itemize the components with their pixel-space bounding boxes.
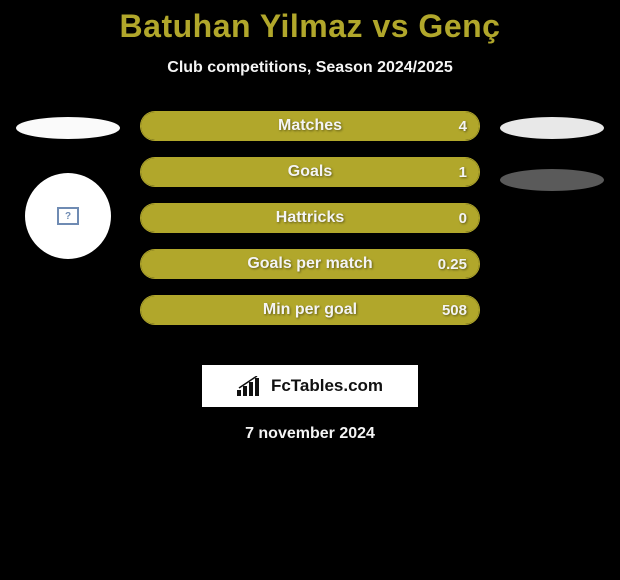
stat-bar-row: Goals per match 0.25 (140, 249, 480, 279)
footer-brand-text: FcTables.com (271, 376, 383, 396)
stat-label: Goals (288, 163, 332, 181)
left-avatar-ellipse (16, 117, 120, 139)
stat-label: Goals per match (247, 255, 372, 273)
right-player-column (492, 111, 612, 191)
stat-value-right: 508 (442, 302, 467, 319)
stat-label: Matches (278, 117, 342, 135)
placeholder-icon: ? (57, 207, 79, 225)
barchart-icon (237, 376, 265, 396)
stat-bar-row: Hattricks 0 (140, 203, 480, 233)
stat-bar-row: Min per goal 508 (140, 295, 480, 325)
footer-date: 7 november 2024 (0, 425, 620, 443)
subtitle: Club competitions, Season 2024/2025 (0, 59, 620, 77)
footer-brand: FcTables.com (202, 365, 418, 407)
right-avatar-ellipse-1 (500, 117, 604, 139)
stat-value-right: 0 (459, 210, 467, 227)
right-avatar-ellipse-2 (500, 169, 604, 191)
page-title: Batuhan Yilmaz vs Genç (0, 0, 620, 45)
stat-label: Hattricks (276, 209, 344, 227)
stat-value-right: 0.25 (438, 256, 467, 273)
left-club-logo: ? (25, 173, 111, 259)
comparison-content: ? Matches 4 Goals 1 Hattricks 0 Goals per matc… (0, 111, 620, 351)
stat-value-right: 4 (459, 118, 467, 135)
stat-bar-row: Goals 1 (140, 157, 480, 187)
stat-label: Min per goal (263, 301, 357, 319)
left-player-column: ? (8, 111, 128, 259)
stat-value-right: 1 (459, 164, 467, 181)
stat-bar-row: Matches 4 (140, 111, 480, 141)
stat-bars: Matches 4 Goals 1 Hattricks 0 Goals per match 0… (140, 111, 480, 341)
